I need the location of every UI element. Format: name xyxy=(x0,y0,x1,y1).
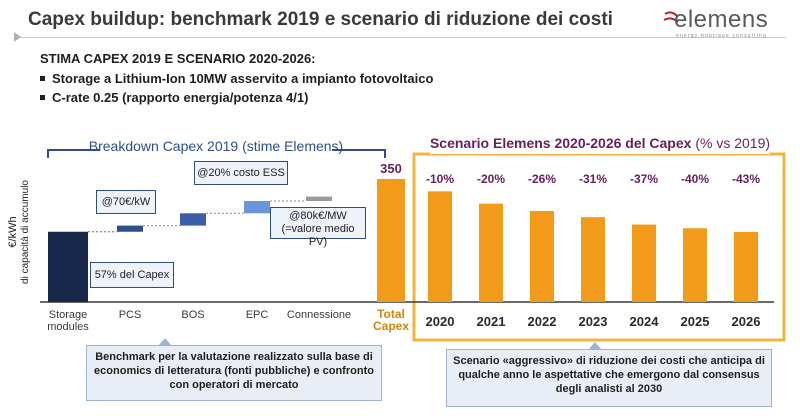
x-tick-label: Capex xyxy=(373,319,409,333)
waterfall-bar xyxy=(244,201,270,214)
x-tick-label: 2024 xyxy=(630,314,660,329)
x-tick-label: EPC xyxy=(246,309,269,321)
scenario-value-label: -40% xyxy=(681,172,709,186)
x-tick-label: Storage xyxy=(49,309,88,321)
scenario-value-label: -31% xyxy=(579,172,607,186)
waterfall-bar xyxy=(306,196,332,202)
elemens-logo: elemens energy boutique consulting xyxy=(662,6,792,42)
breakdown-title: Breakdown Capex 2019 (stime Elemens) xyxy=(89,138,343,154)
intro-bullets: Storage a Lithium-Ion 10MW asservito a i… xyxy=(40,69,433,107)
scenario-bar xyxy=(632,224,656,302)
scenario-bar xyxy=(581,217,605,302)
left-callout-notch-icon xyxy=(158,338,172,346)
scenario-callout: Scenario «aggressivo» di riduzione dei c… xyxy=(446,349,772,407)
page-title: Capex buildup: benchmark 2019 e scenario… xyxy=(28,9,613,30)
scenario-title: Scenario Elemens 2020-2026 del Capex (% … xyxy=(430,135,770,151)
x-tick-label: Total xyxy=(377,307,405,321)
x-tick-label: Connessione xyxy=(287,309,351,321)
x-tick-label: 2021 xyxy=(477,314,506,329)
logo-tagline: energy boutique consulting xyxy=(676,33,767,39)
scenario-value-label: -37% xyxy=(630,172,658,186)
benchmark-callout: Benchmark per la valutazione realizzato … xyxy=(86,345,382,401)
y-axis-label-desc: di capacità di accumulo xyxy=(20,180,31,284)
scenario-bar xyxy=(734,231,758,302)
scenario-value-label: -43% xyxy=(732,172,760,186)
x-tick-label: 2025 xyxy=(681,314,710,329)
x-tick-label: 2020 xyxy=(426,314,455,329)
intro-heading: STIMA CAPEX 2019 E SCENARIO 2020-2026: xyxy=(40,51,316,66)
right-callout-notch-icon xyxy=(588,342,602,350)
scenario-value-label: -10% xyxy=(426,172,454,186)
scenario-bar xyxy=(428,191,452,302)
waterfall-bar xyxy=(117,225,143,232)
scenario-value-label: -20% xyxy=(477,172,505,186)
x-tick-label: PCS xyxy=(119,309,142,321)
scenario-value-label: -26% xyxy=(528,172,556,186)
x-tick-label: modules xyxy=(47,321,89,333)
waterfall-bar xyxy=(377,179,405,302)
logo-wordmark: elemens xyxy=(674,6,769,33)
scenario-bar xyxy=(530,211,554,302)
intro-bullet: Storage a Lithium-Ion 10MW asservito a i… xyxy=(40,69,433,88)
intro-bullet: C-rate 0.25 (rapporto energia/potenza 4/… xyxy=(40,88,433,107)
title-arrow-icon xyxy=(14,32,21,42)
y-axis-label-unit: €/kWh xyxy=(7,216,19,247)
pcs-annotation: @70€/kW xyxy=(96,190,156,214)
x-tick-label: 2022 xyxy=(528,314,557,329)
waterfall-bar xyxy=(48,231,88,302)
x-tick-label: 2026 xyxy=(732,314,761,329)
storage-share-annotation: 57% del Capex xyxy=(90,262,174,288)
x-tick-label: 2023 xyxy=(579,314,608,329)
scenario-bar xyxy=(683,228,707,302)
connessione-annotation: @80k€/MW (=valore medio PV) xyxy=(270,207,366,248)
epc-annotation: @20% costo ESS xyxy=(194,161,288,185)
logo-mark-icon xyxy=(663,11,679,23)
title-divider xyxy=(14,37,786,38)
x-tick-label: BOS xyxy=(181,309,204,321)
total-value-label: 350 xyxy=(380,161,402,176)
waterfall-bar xyxy=(180,213,206,226)
scenario-bar xyxy=(479,203,503,302)
